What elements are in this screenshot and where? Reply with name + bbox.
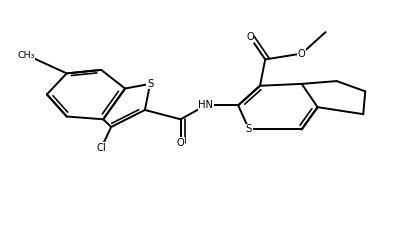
Text: O: O bbox=[298, 49, 306, 58]
Text: O: O bbox=[246, 32, 254, 42]
Text: Cl: Cl bbox=[96, 143, 106, 153]
Text: S: S bbox=[246, 124, 252, 134]
Text: HN: HN bbox=[198, 100, 213, 110]
Text: CH₃: CH₃ bbox=[17, 51, 35, 60]
Text: S: S bbox=[147, 79, 153, 89]
Text: O: O bbox=[177, 138, 185, 147]
